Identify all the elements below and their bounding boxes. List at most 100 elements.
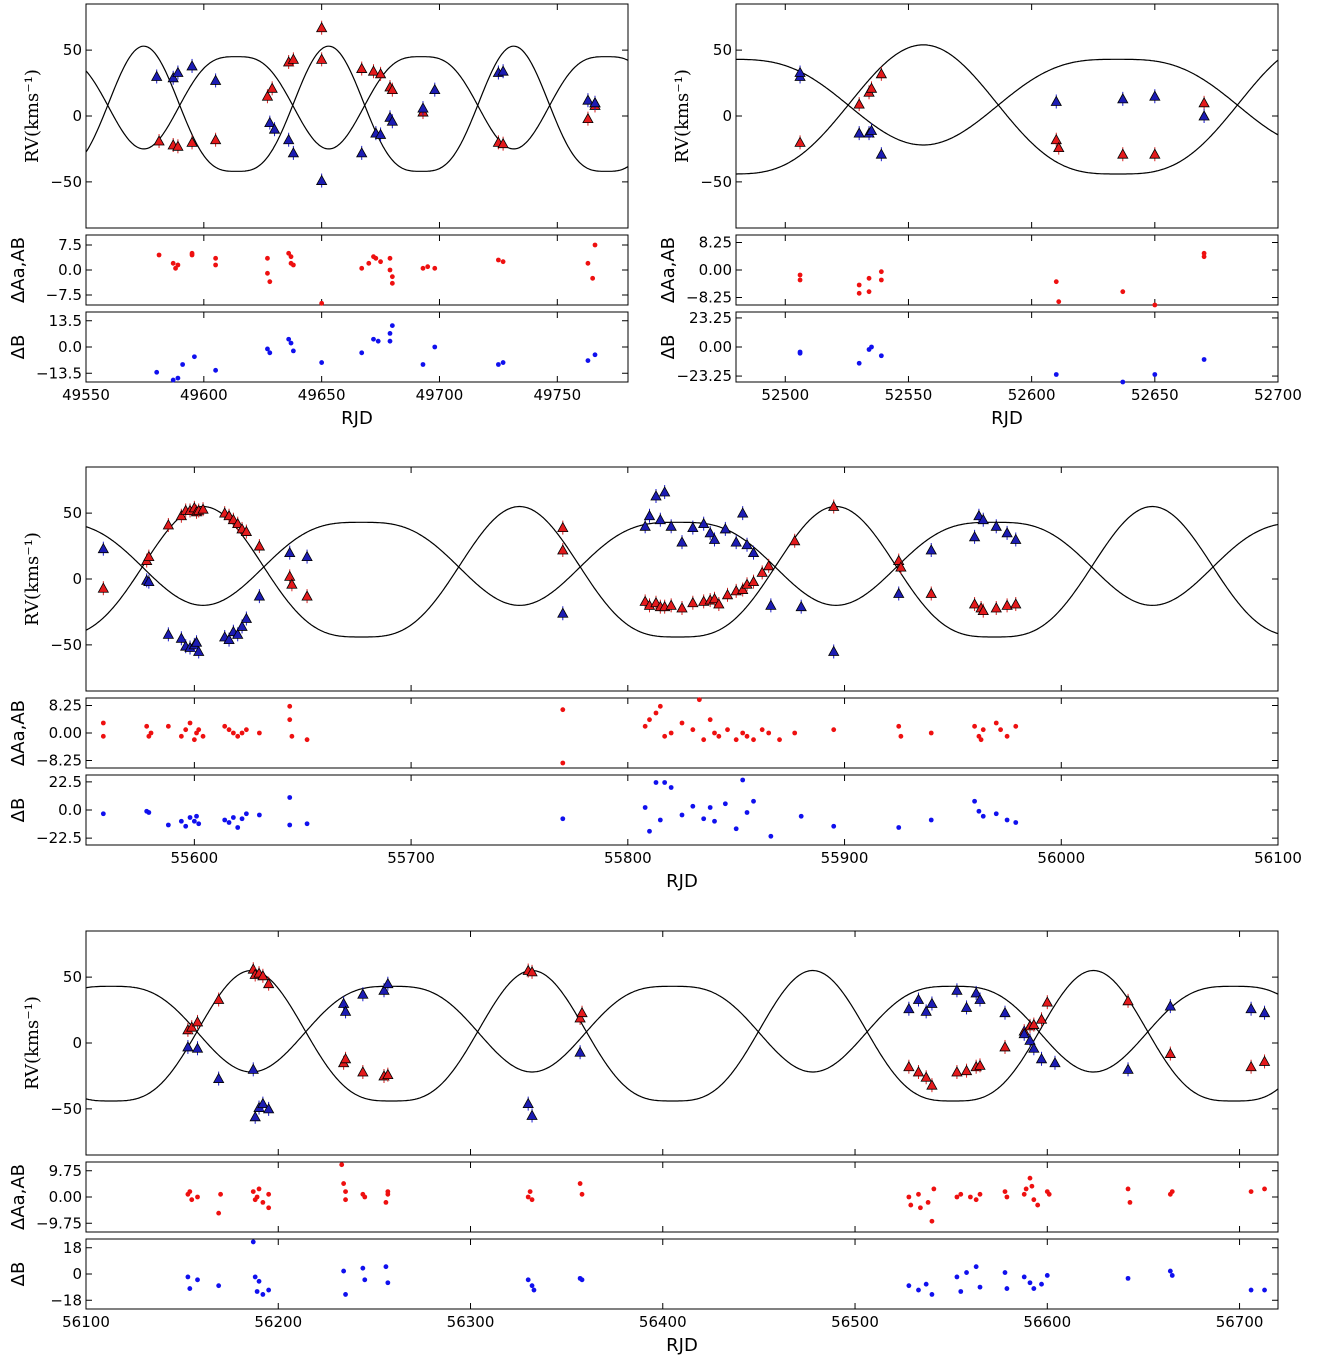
rv-point-aa: [1028, 1018, 1040, 1029]
rv-point-aa: [576, 1006, 588, 1018]
rv-point-aa: [1198, 96, 1210, 108]
res-b-point: [192, 354, 197, 360]
res-aa-point: [777, 737, 782, 743]
res-b-point: [1004, 817, 1010, 823]
rv-point-b: [253, 590, 266, 601]
res-b-point: [196, 821, 202, 827]
res-b-point: [1021, 1274, 1027, 1280]
res-aa-point: [967, 1194, 973, 1200]
res-b-point: [964, 1270, 969, 1275]
rv-point-b: [247, 1063, 259, 1074]
rv-point-b: [654, 513, 667, 525]
res-b-point: [531, 1287, 537, 1293]
res-b-point: [286, 336, 292, 342]
rv-point-aa: [1149, 148, 1161, 159]
rv-point-aa: [186, 136, 198, 147]
rv-point-b: [268, 123, 281, 134]
x-tick-label: 55600: [171, 849, 219, 867]
x-axis-label: RJD: [991, 408, 1023, 429]
res-aa-point: [366, 260, 372, 266]
res-aa-axes: [735, 234, 1279, 306]
res-aa-point: [239, 730, 245, 736]
rv-point-aa: [853, 98, 865, 109]
rv-point-b: [925, 544, 937, 555]
res-b-point: [230, 815, 236, 820]
res-aa-point: [250, 1189, 256, 1195]
res-aa-point: [577, 1181, 583, 1186]
res-b-point: [1201, 357, 1207, 362]
rv-point-b: [429, 83, 441, 95]
res-aa-point: [977, 1191, 983, 1197]
res-b-point: [383, 1264, 389, 1270]
res-aa-point: [200, 733, 206, 739]
res-b-point: [187, 1286, 193, 1291]
rv-point-aa: [186, 1021, 198, 1032]
res-b-point: [187, 815, 193, 820]
res-aa-point: [266, 1191, 272, 1197]
rv-point-aa: [875, 68, 888, 79]
res-b-point: [1169, 1273, 1175, 1278]
res-aa-point: [1046, 1191, 1052, 1197]
rv-point-aa: [574, 1012, 586, 1023]
res-b-point: [287, 795, 293, 800]
rv-y-tick-label: 0: [72, 570, 82, 588]
rv-point-aa: [172, 140, 184, 151]
res-aa-point: [339, 1162, 345, 1168]
res-b-point: [385, 1280, 391, 1286]
rv-point-aa: [665, 599, 677, 610]
rv-point-aa: [920, 1071, 932, 1082]
res-aa-point: [362, 1194, 368, 1200]
x-tick-label: 52600: [1008, 386, 1056, 404]
rv-y-tick-label: 50: [63, 504, 82, 522]
rv-point-b: [741, 538, 753, 550]
rv-point-b: [1122, 1063, 1134, 1074]
res-b-point: [722, 801, 728, 807]
res-aa-axes: [85, 697, 1279, 769]
rv-point-b: [794, 66, 806, 77]
rv-point-b: [990, 520, 1002, 531]
x-tick-label: 56300: [447, 1313, 495, 1331]
res-aa-point: [387, 267, 393, 273]
res-aa-point: [529, 1197, 535, 1203]
res-aa-point: [998, 727, 1003, 733]
res-b-point: [798, 813, 804, 819]
x-tick-label: 52550: [885, 386, 933, 404]
res-b-point: [178, 818, 184, 824]
rv-point-aa: [977, 604, 989, 616]
rv-point-b: [557, 607, 569, 618]
res-b-point: [579, 1277, 585, 1283]
rv-point-aa: [990, 602, 1002, 613]
res-aa-point: [707, 717, 713, 723]
res-aa-point: [373, 255, 379, 261]
rv-point-aa: [257, 969, 269, 981]
res-aa-ylabel: ΔAa,AB: [8, 1164, 29, 1230]
res-b-point: [592, 352, 598, 358]
rv-point-b: [676, 536, 688, 547]
rv-point-aa: [789, 534, 801, 546]
res-b-ylabel: ΔB: [8, 335, 29, 360]
res-b-point: [371, 336, 376, 342]
res-aa-y-tick-label: 0.0: [58, 261, 82, 279]
rv-point-b: [1010, 533, 1022, 544]
res-b-point: [319, 360, 325, 365]
res-b-point: [1004, 1286, 1010, 1291]
rv-point-b: [339, 1005, 352, 1016]
res-b-point: [100, 811, 106, 817]
model-curve-b: [86, 521, 1278, 607]
res-aa-point: [288, 254, 294, 260]
rv-point-b: [497, 65, 509, 76]
res-b-point: [980, 813, 986, 819]
res-b-point: [560, 816, 566, 822]
rv-point-b: [522, 1097, 534, 1109]
res-b-point: [856, 360, 862, 366]
x-axis-label: RJD: [666, 1335, 698, 1356]
res-aa-point: [716, 733, 722, 739]
rv-ylabel: RV(kms⁻¹): [672, 69, 693, 163]
rv-point-b: [143, 575, 155, 587]
rv-point-b: [378, 984, 390, 995]
model-curve-aa: [86, 505, 1278, 638]
res-aa-point: [1125, 1186, 1131, 1192]
res-b-point: [387, 338, 393, 344]
rv-point-b: [1024, 1034, 1036, 1045]
